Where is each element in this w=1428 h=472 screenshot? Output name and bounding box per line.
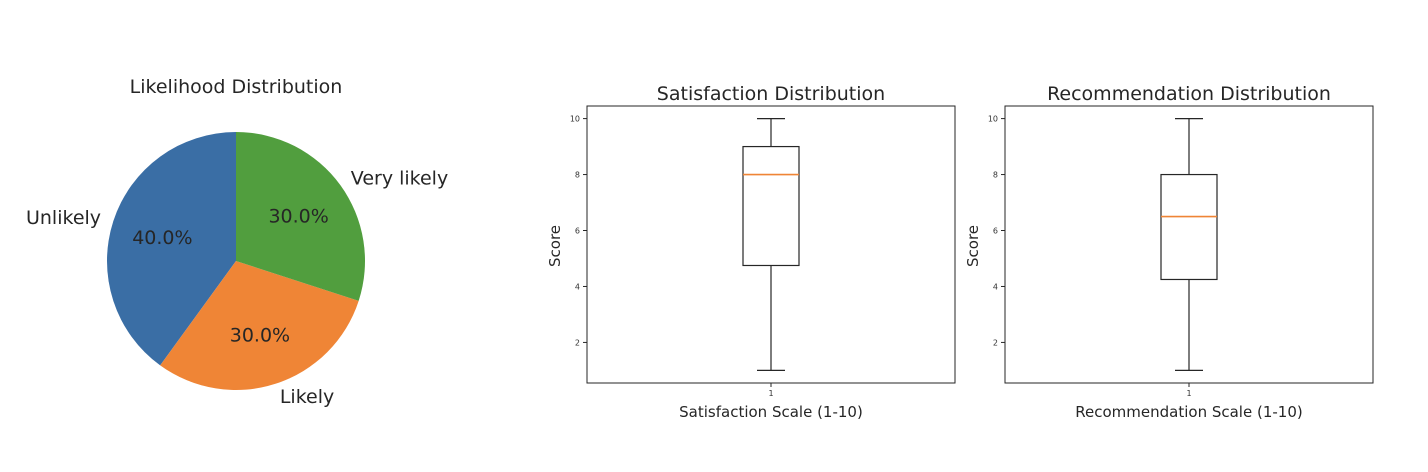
satisfaction-ytick-label: 6 bbox=[575, 227, 580, 236]
recommendation-title: Recommendation Distribution bbox=[1047, 83, 1331, 105]
satisfaction-boxplot: Satisfaction Distribution Satisfaction S… bbox=[546, 83, 956, 421]
recommendation-ytick-label: 10 bbox=[988, 115, 998, 124]
pie-slice-very-likely bbox=[236, 132, 365, 301]
recommendation-ytick-label: 8 bbox=[993, 171, 998, 180]
recommendation-xtick-label: 1 bbox=[1186, 389, 1191, 398]
pie-labels: 40.0% Unlikely 30.0% Likely 30.0% Very likely bbox=[26, 168, 448, 408]
recommendation-boxplot: Recommendation Distribution Recommendati… bbox=[964, 83, 1374, 421]
pie-slice-likely bbox=[160, 261, 359, 390]
satisfaction-ytick-label: 2 bbox=[575, 338, 580, 347]
recommendation-ylabel: Score bbox=[964, 225, 982, 267]
pie-slice-unlikely bbox=[107, 132, 236, 366]
pie-category-label-likely: Likely bbox=[280, 386, 334, 408]
recommendation-xlabel: Recommendation Scale (1-10) bbox=[1075, 403, 1302, 421]
pie-slices bbox=[107, 132, 365, 390]
recommendation-ytick-label: 4 bbox=[993, 282, 998, 291]
satisfaction-title: Satisfaction Distribution bbox=[657, 83, 885, 105]
pie-chart: Likelihood Distribution 40.0% Unlikely 30.… bbox=[26, 76, 448, 408]
satisfaction-ytick-label: 4 bbox=[575, 282, 580, 291]
pie-value-label-unlikely: 40.0% bbox=[132, 227, 192, 249]
satisfaction-marks: 2 4 6 8 10 1 bbox=[570, 105, 956, 398]
satisfaction-box bbox=[742, 145, 800, 267]
satisfaction-ytick-label: 8 bbox=[575, 171, 580, 180]
recommendation-marks: 2 4 6 8 10 1 bbox=[988, 105, 1374, 398]
satisfaction-xtick-label: 1 bbox=[768, 389, 773, 398]
recommendation-box bbox=[1160, 173, 1218, 281]
pie-category-label-unlikely: Unlikely bbox=[26, 207, 101, 229]
satisfaction-ytick-label: 10 bbox=[570, 115, 580, 124]
pie-value-label-very-likely: 30.0% bbox=[268, 206, 328, 228]
recommendation-ytick-label: 6 bbox=[993, 227, 998, 236]
recommendation-ytick-label: 2 bbox=[993, 338, 998, 347]
satisfaction-xlabel: Satisfaction Scale (1-10) bbox=[679, 403, 863, 421]
pie-title: Likelihood Distribution bbox=[130, 76, 343, 98]
satisfaction-ylabel: Score bbox=[546, 225, 564, 267]
pie-value-label-likely: 30.0% bbox=[230, 325, 290, 347]
pie-category-label-very-likely: Very likely bbox=[351, 168, 448, 190]
